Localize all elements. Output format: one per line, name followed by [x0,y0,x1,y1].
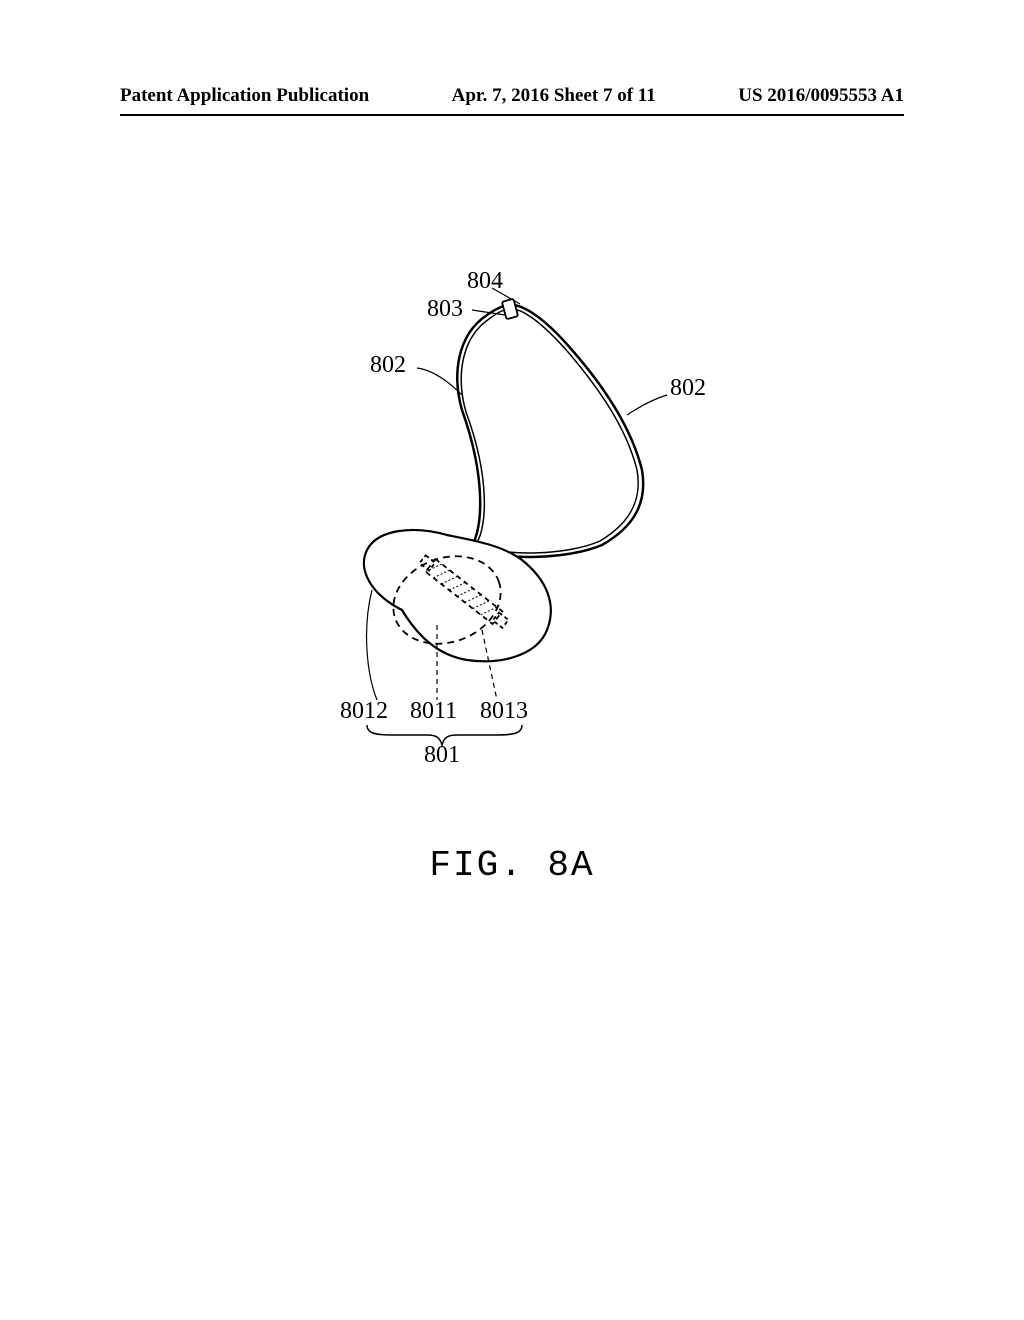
ref-8011: 8011 [410,698,457,725]
figure-caption: FIG. 8A [429,845,594,886]
ref-804: 804 [467,268,503,295]
leader-802b [627,395,667,415]
ref-8012: 8012 [340,698,388,725]
ref-802b: 802 [670,375,706,402]
header-left: Patent Application Publication [120,85,369,107]
header-row: Patent Application Publication Apr. 7, 2… [120,85,904,112]
header-right: US 2016/0095553 A1 [738,85,904,107]
ref-803: 803 [427,296,463,323]
loop-outline [457,305,643,557]
ref-802a: 802 [370,352,406,379]
leader-802a [417,368,462,395]
figure-diagram: 804 803 802 802 8012 8011 8013 801 [272,280,752,760]
ref-8013: 8013 [480,698,528,725]
leader-8012 [367,590,377,700]
loop-inner [461,309,638,553]
page-header: Patent Application Publication Apr. 7, 2… [0,85,1024,116]
header-rule [120,114,904,116]
ref-801: 801 [424,742,460,769]
header-center: Apr. 7, 2016 Sheet 7 of 11 [452,85,656,107]
patent-figure-svg [272,280,752,760]
